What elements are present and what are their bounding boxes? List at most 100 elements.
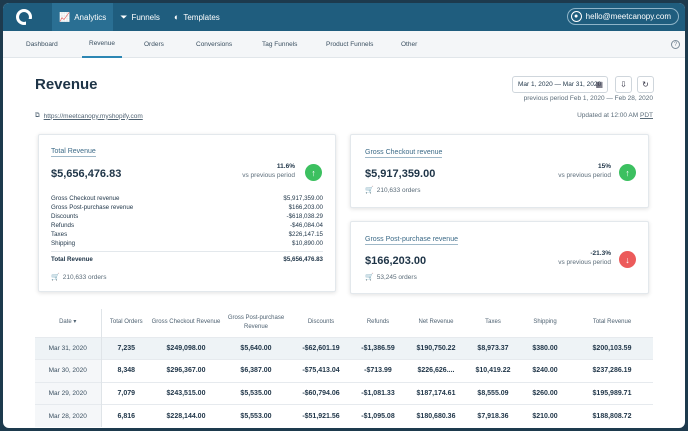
cell-taxes: $7,918.36 xyxy=(467,404,519,427)
cart-icon: 🛒 xyxy=(365,187,374,194)
cell-date: Mar 31, 2020 xyxy=(35,336,102,360)
cell-discounts: -$62,601.19 xyxy=(291,336,351,360)
tab-orders[interactable]: Orders xyxy=(144,40,164,48)
chart-icon: 📈 xyxy=(59,11,71,22)
gross-post-purchase-card: Gross Post-purchase revenue $166,203.00 … xyxy=(350,221,649,294)
nav-analytics[interactable]: 📈 Analytics xyxy=(52,3,114,31)
app-window: 📈 Analytics ⏷ Funnels ◐ Templates ● hell… xyxy=(3,3,685,428)
tab-revenue[interactable]: Revenue xyxy=(82,31,123,58)
cell-discounts: -$60,794.06 xyxy=(291,381,351,405)
column-header-gross-checkout[interactable]: Gross Checkout Revenue xyxy=(151,319,221,326)
date-range-picker[interactable]: Mar 1, 2020 — Mar 31, 2020 ▦ xyxy=(512,76,608,93)
cell-discounts: -$51,921.56 xyxy=(291,404,351,427)
cell-refunds: -$1,095.08 xyxy=(351,404,405,427)
table-row: Mar 29, 2020 7,079 $243,515.00 $5,535.00… xyxy=(35,381,653,405)
cell-total-orders: 7,235 xyxy=(101,336,151,360)
table-row: Mar 30, 2020 8,348 $296,367.00 $6,387.00… xyxy=(35,359,653,382)
tab-dashboard[interactable]: Dashboard xyxy=(26,40,58,48)
column-header-date[interactable]: Date ▾ xyxy=(35,309,102,337)
trend-down-icon: ↓ xyxy=(619,251,636,268)
column-header-total-orders[interactable]: Total Orders xyxy=(109,319,143,326)
total-revenue-vs: vs previous period xyxy=(242,172,295,179)
orders-count: 53,245 orders xyxy=(376,273,417,281)
canopy-logo-icon[interactable] xyxy=(16,9,32,25)
main-nav: 📈 Analytics ⏷ Funnels ◐ Templates xyxy=(52,3,227,31)
column-header-refunds[interactable]: Refunds xyxy=(366,319,390,326)
refresh-button[interactable]: ↻ xyxy=(637,76,654,93)
nav-analytics-label: Analytics xyxy=(74,12,107,22)
store-link[interactable]: ⧉ https://meetcanopy.myshopify.com xyxy=(35,112,143,120)
gross-post-purchase-change: -21.3% xyxy=(590,250,611,257)
gross-checkout-title: Gross Checkout revenue xyxy=(365,149,443,158)
cell-shipping: $260.00 xyxy=(519,381,571,405)
column-header-shipping[interactable]: Shipping xyxy=(533,319,557,326)
nav-funnels[interactable]: ⏷ Funnels xyxy=(113,3,167,31)
breakdown-row: Refunds -$46,084.04 xyxy=(51,222,323,229)
palette-icon: ◐ xyxy=(173,12,180,22)
breakdown-total-row: Total Revenue $5,656,476.83 xyxy=(51,256,323,263)
breakdown-total-label: Total Revenue xyxy=(51,256,93,263)
cell-taxes: $8,555.09 xyxy=(467,381,519,405)
cell-net-revenue: $180,680.36 xyxy=(405,404,467,427)
breakdown-label: Taxes xyxy=(51,231,68,238)
breakdown-row: Shipping $10,890.00 xyxy=(51,240,323,247)
cell-total-orders: 8,348 xyxy=(101,359,151,382)
gross-checkout-value: $5,917,359.00 xyxy=(365,168,436,180)
breakdown-row: Gross Checkout revenue $5,917,359.00 xyxy=(51,195,323,202)
breakdown-row: Taxes $226,147.15 xyxy=(51,231,323,238)
export-button[interactable]: ⇩ xyxy=(615,76,632,93)
timezone-link[interactable]: PDT xyxy=(640,112,653,119)
column-header-discounts[interactable]: Discounts xyxy=(307,319,335,326)
cell-gross-post-purchase: $6,387.00 xyxy=(221,359,291,382)
tab-conversions[interactable]: Conversions xyxy=(196,40,233,48)
gross-checkout-orders: 🛒 210,633 orders xyxy=(365,186,421,195)
user-email: hello@meetcanopy.com xyxy=(585,12,671,21)
help-icon[interactable]: ? xyxy=(671,40,680,49)
tab-other[interactable]: Other xyxy=(401,40,418,48)
breakdown-label: Gross Post-purchase revenue xyxy=(51,204,134,211)
breakdown-value: -$46,084.04 xyxy=(289,222,323,229)
user-menu[interactable]: ● hello@meetcanopy.com xyxy=(566,8,679,25)
nav-templates[interactable]: ◐ Templates xyxy=(167,3,227,31)
column-header-gross-post-purchase[interactable]: Gross Post-purchase Revenue xyxy=(227,314,285,330)
updated-at-label: Updated at 12:00 AM xyxy=(577,112,639,119)
column-header-total-revenue[interactable]: Total Revenue xyxy=(592,319,632,326)
cell-shipping: $210.00 xyxy=(519,404,571,427)
cell-gross-post-purchase: $5,535.00 xyxy=(221,381,291,405)
breakdown-value: $5,917,359.00 xyxy=(283,195,323,202)
orders-count: 210,633 orders xyxy=(376,186,421,194)
cell-total-orders: 7,079 xyxy=(101,381,151,405)
tab-product-funnels[interactable]: Product Funnels xyxy=(326,40,374,48)
cell-discounts: -$75,413.04 xyxy=(291,359,351,382)
cell-net-revenue: $187,174.61 xyxy=(405,381,467,405)
cart-icon: 🛒 xyxy=(51,274,60,281)
cell-date: Mar 28, 2020 xyxy=(35,404,102,427)
breakdown-label: Refunds xyxy=(51,222,75,229)
date-range-value: Mar 1, 2020 — Mar 31, 2020 xyxy=(518,81,602,88)
cell-refunds: -$1,081.33 xyxy=(351,381,405,405)
tab-tag-funnels[interactable]: Tag Funnels xyxy=(262,40,298,48)
cell-gross-post-purchase: $5,640.00 xyxy=(221,336,291,360)
cell-total-orders: 6,816 xyxy=(101,404,151,427)
cell-total-revenue: $237,286.19 xyxy=(571,359,653,382)
column-header-net-revenue[interactable]: Net Revenue xyxy=(418,319,454,326)
cell-taxes: $10,419.22 xyxy=(467,359,519,382)
column-header-taxes[interactable]: Taxes xyxy=(485,319,501,326)
calendar-icon: ▦ xyxy=(595,80,603,89)
cell-shipping: $380.00 xyxy=(519,336,571,360)
previous-period: previous period Feb 1, 2020 — Feb 28, 20… xyxy=(523,95,653,102)
funnel-icon: ⏷ xyxy=(120,11,128,22)
page-title: Revenue xyxy=(35,76,98,93)
cell-refunds: -$1,386.59 xyxy=(351,336,405,360)
cell-refunds: -$713.99 xyxy=(351,359,405,382)
updated-at: Updated at 12:00 AM PDT xyxy=(577,112,653,119)
table-row: Mar 28, 2020 6,816 $228,144.00 $5,553.00… xyxy=(35,404,653,427)
breakdown-value: $10,890.00 xyxy=(292,240,323,247)
nav-templates-label: Templates xyxy=(183,12,220,22)
total-revenue-change: 11.6% xyxy=(276,163,295,170)
store-url[interactable]: https://meetcanopy.myshopify.com xyxy=(43,112,143,120)
breakdown-label: Shipping xyxy=(51,240,76,247)
table-row: Mar 31, 2020 7,235 $249,098.00 $5,640.00… xyxy=(35,336,653,360)
breakdown-label: Discounts xyxy=(51,213,79,220)
cell-net-revenue: $226,626.... xyxy=(405,359,467,382)
